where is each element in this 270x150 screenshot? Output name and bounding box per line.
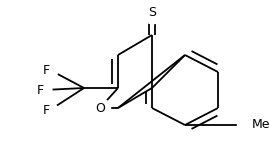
Text: F: F: [43, 63, 50, 76]
Text: O: O: [95, 102, 105, 114]
Text: F: F: [43, 103, 50, 117]
Text: S: S: [148, 6, 156, 18]
Text: Me: Me: [252, 118, 270, 132]
Text: F: F: [37, 84, 44, 96]
